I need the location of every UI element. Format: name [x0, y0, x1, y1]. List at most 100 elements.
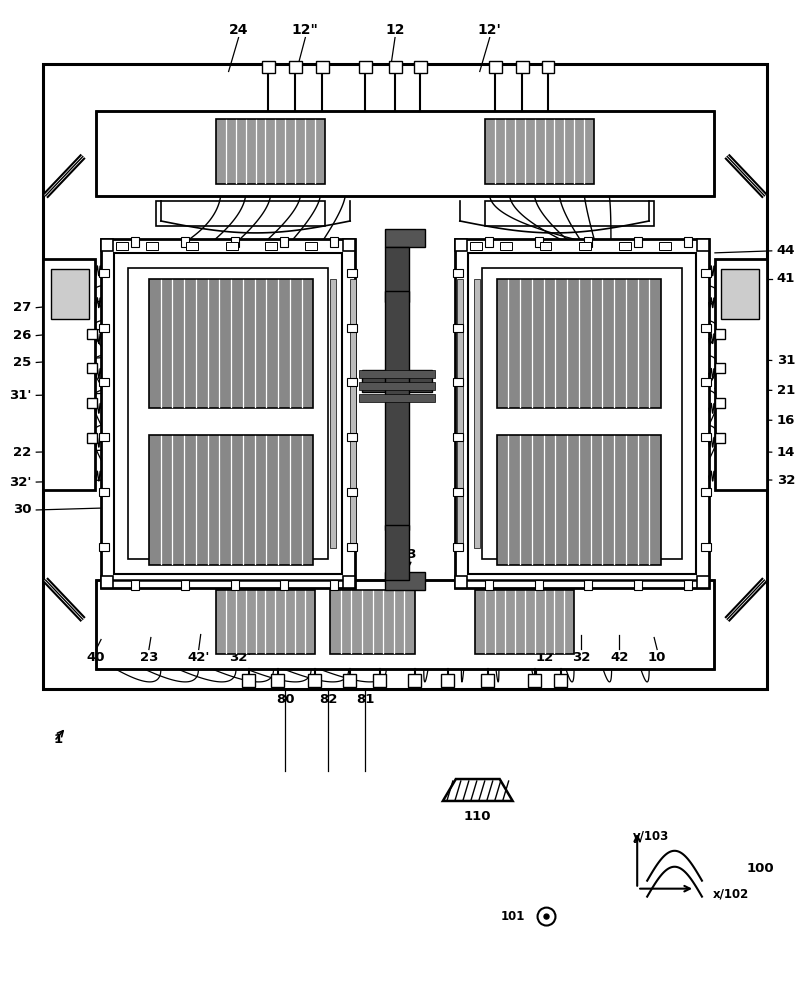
Bar [280, 580, 288, 590]
Bar [385, 291, 409, 530]
Text: 12': 12' [478, 23, 501, 37]
Text: 44: 44 [777, 244, 795, 257]
Bar [350, 279, 356, 548]
Bar [634, 580, 642, 590]
Bar [149, 435, 313, 565]
Bar [231, 580, 239, 590]
Bar [347, 488, 357, 496]
Bar [101, 239, 355, 588]
Bar [99, 324, 109, 332]
Text: 14: 14 [777, 446, 795, 459]
Bar [488, 61, 501, 73]
Bar [620, 242, 631, 250]
Text: 23: 23 [139, 651, 158, 664]
Bar [347, 269, 357, 277]
Bar [347, 324, 357, 332]
Bar [385, 525, 409, 580]
Bar [181, 237, 189, 247]
Text: 80: 80 [276, 693, 295, 706]
Bar [99, 543, 109, 551]
Bar [539, 242, 552, 250]
Bar [484, 201, 654, 226]
Text: 101: 101 [501, 910, 525, 923]
Bar [347, 433, 357, 441]
Bar [280, 237, 288, 247]
Text: 24: 24 [228, 23, 249, 37]
Bar [156, 201, 326, 226]
Bar [701, 543, 711, 551]
Bar [226, 242, 237, 250]
Bar [131, 580, 139, 590]
Text: 31: 31 [777, 354, 795, 367]
Bar [701, 324, 711, 332]
Bar [584, 580, 592, 590]
Bar [343, 674, 356, 687]
Bar [241, 674, 254, 687]
Bar [474, 279, 480, 548]
Bar [87, 398, 97, 408]
Bar [330, 237, 339, 247]
Bar [584, 237, 592, 247]
Bar [659, 242, 671, 250]
Bar [441, 674, 454, 687]
Text: 12: 12 [386, 23, 405, 37]
Bar [185, 242, 198, 250]
Bar [542, 61, 555, 73]
Bar [330, 590, 415, 654]
Bar [484, 580, 492, 590]
Bar [500, 242, 512, 250]
Text: 22: 22 [13, 446, 32, 459]
Text: x/102: x/102 [713, 887, 749, 900]
Bar [715, 259, 767, 490]
Bar [266, 242, 278, 250]
Text: y/103: y/103 [633, 830, 669, 843]
Bar [535, 580, 543, 590]
Bar [715, 433, 725, 443]
Bar [389, 61, 402, 73]
Bar [453, 378, 463, 386]
Bar [715, 363, 725, 373]
Bar [362, 370, 432, 392]
Bar [475, 590, 574, 654]
Bar [453, 324, 463, 332]
Text: 32': 32' [229, 651, 252, 664]
Bar [414, 61, 427, 73]
Bar [359, 382, 435, 390]
Bar [96, 111, 714, 196]
Text: 82: 82 [319, 693, 338, 706]
Bar [231, 237, 239, 247]
Bar [455, 239, 709, 588]
Circle shape [544, 914, 549, 919]
Bar [468, 253, 696, 574]
Text: 32: 32 [572, 651, 590, 664]
Bar [484, 119, 595, 184]
Text: 42: 42 [610, 651, 629, 664]
Text: 100: 100 [747, 862, 774, 875]
Text: 42': 42' [188, 651, 210, 664]
Bar [330, 580, 339, 590]
Bar [701, 378, 711, 386]
Bar [481, 674, 493, 687]
Bar [114, 253, 342, 574]
Text: 81: 81 [356, 693, 374, 706]
Bar [317, 61, 329, 73]
Bar [359, 370, 435, 378]
Bar [131, 237, 139, 247]
Bar [262, 61, 275, 73]
Bar [43, 64, 767, 689]
Bar [128, 268, 328, 559]
Bar [87, 433, 97, 443]
Bar [470, 242, 482, 250]
Bar [385, 247, 409, 302]
Text: 32': 32' [9, 476, 32, 489]
Text: 31': 31' [9, 389, 32, 402]
Bar [96, 580, 714, 669]
Bar [101, 576, 113, 588]
Text: 12": 12" [292, 23, 319, 37]
Bar [408, 674, 421, 687]
Bar [385, 229, 425, 247]
Text: 25: 25 [13, 356, 32, 369]
Bar [684, 580, 692, 590]
Bar [359, 61, 372, 73]
Bar [453, 488, 463, 496]
